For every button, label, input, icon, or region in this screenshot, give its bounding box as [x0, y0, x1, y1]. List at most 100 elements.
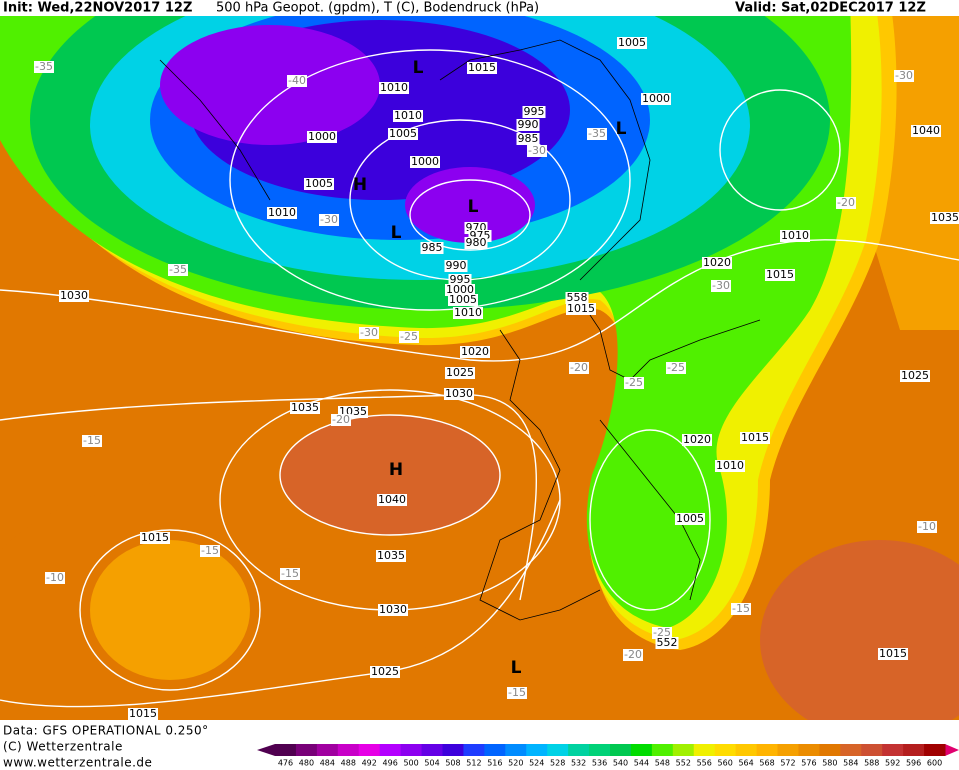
temperature-label-box — [569, 362, 589, 374]
isobar-label: 1030 — [379, 603, 407, 616]
isobar-label-box — [370, 666, 400, 678]
colorbar-swatch — [798, 744, 820, 756]
colorbar-swatch — [505, 744, 527, 756]
labels: 1015100510101010100510001000100510109959… — [34, 36, 959, 720]
isobar-label: 1015 — [567, 302, 595, 315]
colorbar-label: 476 — [278, 759, 293, 768]
temperature-label: -30 — [895, 69, 913, 82]
colorbar-label: 588 — [864, 759, 879, 768]
colorbar-swatch — [630, 744, 653, 756]
cold-core — [160, 25, 380, 145]
temperature-label: -25 — [400, 330, 418, 343]
colorbar-swatch — [819, 744, 841, 756]
temperature-label: -35 — [35, 60, 53, 73]
isobar-label: 990 — [518, 118, 539, 131]
temperature-label: -15 — [83, 434, 101, 447]
isobar-label-box — [304, 178, 334, 190]
warm-core — [760, 540, 959, 740]
geopotential-label: 558 — [567, 291, 588, 304]
isobar-label: 1010 — [394, 109, 422, 122]
isobar-label-box — [379, 82, 409, 94]
isobar-label: 1005 — [449, 293, 477, 306]
isobar-label: 1010 — [781, 229, 809, 242]
colorbar-swatch — [693, 744, 716, 756]
isobar-label: 1000 — [308, 130, 336, 143]
temperature-label: -30 — [528, 144, 546, 157]
colorbar-label: 548 — [655, 759, 670, 768]
colorbar-swatch — [903, 744, 925, 756]
isobar-label: 1030 — [60, 289, 88, 302]
pressure-center: L — [511, 658, 522, 678]
temperature-label-box — [319, 214, 339, 226]
isobar-label: 1040 — [378, 493, 406, 506]
geopotential-label: 552 — [657, 636, 678, 649]
colorbar-swatch — [735, 744, 758, 756]
isobar-label-box — [444, 260, 468, 272]
isobar-label: 995 — [450, 273, 471, 286]
isobar-label-box — [290, 402, 320, 414]
temperature-label-box — [168, 264, 188, 276]
isobar-label-box — [900, 370, 930, 382]
header-bar — [0, 0, 959, 16]
colorbar-swatch — [882, 744, 904, 756]
colorbar-swatch — [421, 744, 443, 756]
isobar-label: 1030 — [445, 387, 473, 400]
temperature-label-box — [587, 128, 607, 140]
colorbar-label: 540 — [613, 759, 628, 768]
isobar-label-box — [410, 156, 440, 168]
temperature-label-box — [287, 75, 307, 87]
colorbar-label: 480 — [299, 759, 314, 768]
temperature-label-box — [623, 649, 643, 661]
colorbar-label: 544 — [634, 759, 649, 768]
temperature-label: -15 — [508, 686, 526, 699]
colorbar-label: 496 — [383, 759, 398, 768]
temperature-label-box — [331, 414, 351, 426]
temperature-label: -40 — [288, 74, 306, 87]
isobar-label-box — [516, 133, 540, 145]
colorbar-arrow — [257, 744, 275, 756]
colorbar-label: 572 — [780, 759, 795, 768]
isobar-label: 1010 — [716, 459, 744, 472]
isobar-label-box — [376, 550, 406, 562]
colorbar-swatch — [484, 744, 506, 756]
isobar-label-box — [128, 708, 158, 720]
isobar-label: 1035 — [931, 211, 959, 224]
colorbar-label: 492 — [362, 759, 377, 768]
warm-core — [280, 415, 500, 535]
temperature-label-box — [711, 280, 731, 292]
isobar-label: 1015 — [141, 531, 169, 544]
colorbar-swatch — [756, 744, 778, 756]
isobar-label-box — [740, 432, 770, 444]
temperature-label-box — [917, 521, 937, 533]
isobar-label: 1015 — [766, 268, 794, 281]
colorbar-label: 500 — [403, 759, 418, 768]
isobar-label: 1020 — [703, 256, 731, 269]
isobar-label-box — [911, 125, 941, 137]
temperature-label-box — [731, 603, 751, 615]
isobar-label-box — [388, 128, 418, 140]
isobar-label-box — [393, 110, 423, 122]
isobar-label-box — [445, 367, 475, 379]
colorbar-label: 484 — [320, 759, 335, 768]
geopotential-label-box — [655, 637, 679, 649]
temperature-label: -15 — [281, 567, 299, 580]
isobar-label: 1015 — [741, 431, 769, 444]
isobar-label: 1000 — [642, 92, 670, 105]
temperature-label: -25 — [667, 361, 685, 374]
isobar-label-box — [307, 131, 337, 143]
temperature-label-box — [652, 627, 672, 639]
isobar-label-box — [267, 207, 297, 219]
temperature-label-box — [200, 545, 220, 557]
map-title: 500 hPa Geopot. (gpdm), T (C), Bodendruc… — [216, 1, 539, 16]
colorbar-label: 504 — [424, 759, 439, 768]
isobars — [0, 49, 959, 708]
isobar-label-box — [448, 294, 478, 306]
isobar-label-box — [641, 93, 671, 105]
isobar-label: 1015 — [879, 647, 907, 660]
colorbar-swatch — [651, 744, 674, 756]
isobar-label: 980 — [466, 236, 487, 249]
isobar-label: 990 — [446, 259, 467, 272]
colorbar-label: 512 — [466, 759, 481, 768]
colorbar-swatch — [777, 744, 799, 756]
